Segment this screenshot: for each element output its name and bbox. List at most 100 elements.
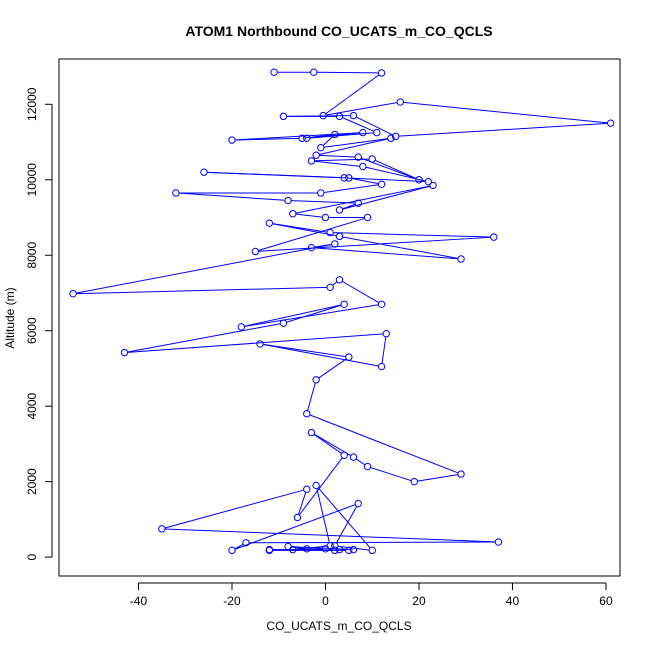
series-segment (317, 487, 371, 549)
series-lines (76, 71, 608, 551)
data-point (410, 477, 418, 486)
data-point (377, 69, 386, 77)
series-segment (351, 177, 379, 185)
data-point (326, 228, 334, 237)
x-tick-label: 40 (506, 594, 520, 608)
data-point (312, 481, 320, 490)
series-segment (398, 122, 608, 137)
series-segment (127, 333, 384, 353)
y-tick-label: 10000 (25, 163, 39, 197)
data-point (396, 98, 404, 106)
data-point (606, 119, 615, 127)
data-point (349, 453, 358, 461)
series-segment (325, 74, 380, 115)
series-segment (179, 192, 285, 201)
y-tick-label: 0 (25, 553, 39, 560)
data-point (331, 542, 339, 550)
series-segment (356, 116, 393, 136)
data-point (335, 112, 344, 121)
series-segment (342, 117, 375, 132)
series-segment (76, 244, 332, 294)
series-segment (295, 213, 323, 218)
data-point (331, 546, 339, 555)
data-point (377, 180, 386, 188)
series-segment (309, 414, 459, 474)
x-tick-label: 20 (412, 594, 426, 608)
chart-title: ATOM1 Northbound CO_UCATS_m_CO_QCLS (185, 23, 492, 39)
data-point (321, 213, 330, 222)
series-segment (165, 528, 496, 543)
data-point (340, 451, 348, 459)
data-point (307, 157, 316, 165)
data-point (303, 485, 311, 493)
data-point (359, 162, 367, 171)
series-segment (258, 217, 365, 252)
data-point (284, 196, 292, 205)
series-segment (374, 159, 417, 179)
series-segment (403, 101, 608, 124)
series-segment (314, 160, 360, 167)
data-point (284, 542, 292, 551)
series-segment (355, 458, 366, 466)
data-point (415, 176, 423, 184)
data-point (237, 323, 246, 331)
data-point (345, 174, 353, 182)
data-point (265, 219, 274, 227)
data-point (242, 539, 250, 547)
data-point (310, 68, 318, 76)
data-point (382, 330, 390, 338)
data-point (307, 243, 316, 252)
y-tick-label: 6000 (25, 317, 39, 344)
data-point (120, 348, 129, 357)
series-segment (337, 545, 370, 551)
x-tick-label: 60 (599, 594, 613, 608)
data-point (373, 128, 381, 137)
series-segment (127, 323, 281, 353)
series-segment (323, 184, 379, 194)
series-segment (298, 457, 343, 516)
data-point (340, 300, 348, 308)
series-segment (244, 304, 379, 327)
data-point (331, 240, 339, 248)
series-segment (381, 336, 387, 364)
series-segment (342, 236, 458, 259)
series-points (69, 68, 615, 555)
y-axis: 0 2000 4000 6000 8000 10000 12000 (25, 87, 53, 560)
data-point (391, 132, 400, 141)
data-point (298, 134, 306, 142)
series-segment (319, 138, 388, 156)
series-segment (297, 492, 307, 515)
data-point (457, 470, 465, 478)
series-segment (249, 541, 496, 544)
data-point (377, 362, 386, 371)
series-segment (258, 236, 491, 252)
data-point (317, 143, 325, 152)
data-point (293, 513, 302, 522)
data-point (345, 353, 353, 361)
data-point (424, 177, 433, 186)
data-point (457, 255, 465, 263)
data-point (359, 128, 367, 137)
data-point (270, 68, 278, 76)
series-segment (319, 154, 356, 158)
series-segment (291, 200, 356, 204)
data-point (321, 545, 330, 553)
data-point (312, 151, 320, 159)
data-point (345, 546, 353, 555)
series-segment (313, 434, 342, 454)
data-point (303, 410, 311, 418)
y-tick-label: 8000 (25, 242, 39, 269)
series-segment (347, 177, 426, 183)
data-point (490, 233, 498, 241)
series-segment (342, 185, 431, 210)
data-point (251, 247, 260, 256)
plot-area-border (58, 58, 621, 577)
y-tick-label: 12000 (25, 87, 39, 121)
series-segment (365, 166, 426, 182)
series-segment (316, 488, 330, 543)
data-point (289, 210, 297, 218)
y-axis-label: Altitude (m) (3, 287, 17, 348)
x-tick-label: 0 (322, 594, 329, 608)
